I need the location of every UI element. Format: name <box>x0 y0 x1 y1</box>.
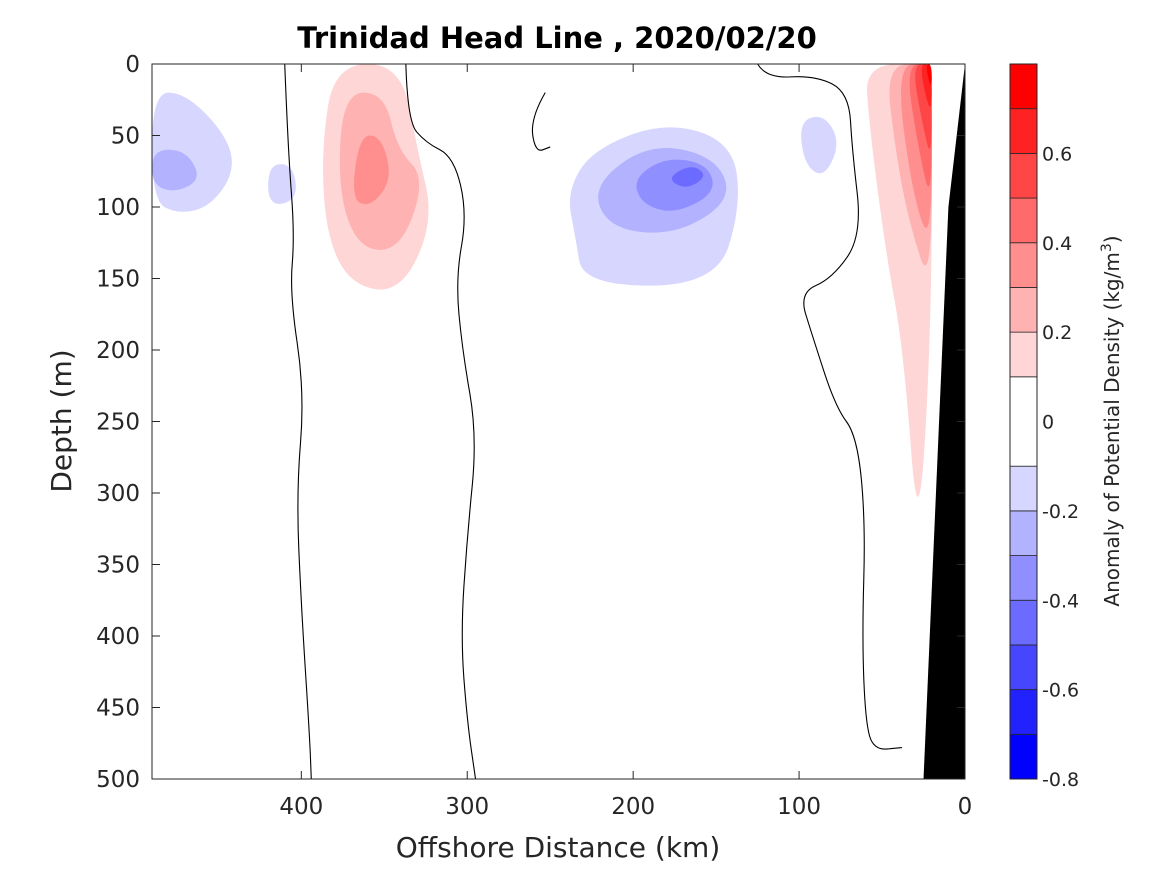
y-axis: 0 50 100 150 200 250 300 350 400 450 500 <box>96 52 965 793</box>
colorbar-band <box>1009 465 1038 512</box>
colorbar: -0.8 -0.6 -0.4 -0.2 0 0.2 0.4 0.6 <box>1009 63 1079 791</box>
colorbar-band <box>1009 108 1038 154</box>
colorbar-tick-label: -0.6 <box>1042 680 1079 702</box>
colorbar-label-close: ) <box>1100 235 1124 243</box>
colorbar-band <box>1009 689 1038 735</box>
x-tick-label: 300 <box>445 794 489 820</box>
y-tick-label: 50 <box>111 124 140 150</box>
colorbar-band <box>1009 331 1038 378</box>
colorbar-band <box>1009 599 1038 646</box>
bathymetry-shelf <box>923 64 965 779</box>
colorbar-band <box>1009 376 1038 467</box>
x-tick-label: 0 <box>958 794 973 820</box>
y-tick-label: 450 <box>96 696 140 722</box>
plot-contents <box>152 64 965 779</box>
colorbar-tick-label: 0.2 <box>1042 322 1072 344</box>
colorbar-label-main: Anomaly of Potential Density (kg/m <box>1100 252 1124 606</box>
anomaly-patch <box>417 92 480 119</box>
x-tick-label: 400 <box>279 794 323 820</box>
colorbar-tick-label: -0.8 <box>1042 769 1079 791</box>
x-axis: 400 300 200 100 0 <box>279 64 972 820</box>
y-tick-label: 250 <box>96 410 140 436</box>
colorbar-band <box>1009 63 1038 110</box>
colorbar-label-superscript: 3 <box>1099 243 1115 252</box>
anomaly-patch <box>152 149 197 191</box>
colorbar-band <box>1009 644 1038 691</box>
anomaly-patch <box>671 167 704 187</box>
y-tick-label: 350 <box>96 553 140 579</box>
colorbar-tick-label: 0.6 <box>1042 143 1072 165</box>
y-tick-label: 300 <box>96 481 140 507</box>
colorbar-band <box>1009 152 1038 199</box>
anomaly-patch <box>801 116 837 174</box>
colorbar-band <box>1009 242 1038 288</box>
zero-contour-line <box>757 64 903 750</box>
anomaly-patch <box>354 135 389 205</box>
colorbar-band <box>1009 555 1038 601</box>
y-tick-label: 100 <box>96 195 140 221</box>
colorbar-tick-label: 0.4 <box>1042 233 1072 255</box>
chart-title: Trinidad Head Line , 2020/02/20 <box>297 21 817 55</box>
y-tick-label: 0 <box>125 52 140 78</box>
y-tick-label: 500 <box>96 767 140 793</box>
zero-contour-line <box>531 92 551 151</box>
colorbar-label: Anomaly of Potential Density (kg/m3) <box>1099 235 1124 606</box>
plot-area <box>151 63 966 780</box>
x-tick-label: 100 <box>777 794 821 820</box>
zero-contour-line <box>405 64 477 779</box>
colorbar-tick-label: -0.4 <box>1042 590 1079 612</box>
y-tick-label: 400 <box>96 624 140 650</box>
colorbar-frame <box>1009 63 1038 780</box>
y-axis-label: Depth (m) <box>45 349 78 492</box>
colorbar-band <box>1009 733 1038 780</box>
colorbar-band <box>1009 197 1038 244</box>
y-tick-label: 150 <box>96 267 140 293</box>
colorbar-tick-label: -0.2 <box>1042 501 1079 523</box>
zero-contour-line <box>284 64 312 779</box>
anomaly-patch <box>926 64 932 86</box>
x-tick-label: 200 <box>611 794 655 820</box>
anomaly-patch <box>268 164 296 204</box>
colorbar-tick-label: 0 <box>1042 412 1054 434</box>
colorbar-band <box>1009 510 1038 556</box>
y-tick-label: 200 <box>96 338 140 364</box>
x-axis-label: Offshore Distance (km) <box>396 831 721 864</box>
colorbar-band <box>1009 287 1038 333</box>
